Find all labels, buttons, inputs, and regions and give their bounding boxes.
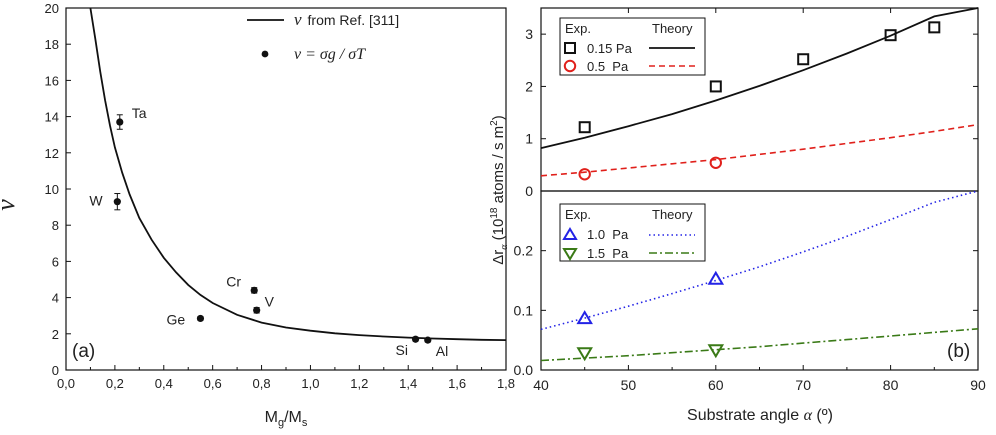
y-tick-label: 16: [45, 73, 59, 88]
x-tick-label: 0,0: [57, 376, 75, 391]
data-point-ta: [116, 118, 124, 126]
y-tick-label-top: 2: [525, 78, 533, 94]
x-tick-label: 40: [533, 377, 549, 393]
y-tick-label-top: 3: [525, 26, 533, 42]
legend-point-label: ν = σg / σT: [294, 46, 366, 63]
x-tick-label: 0,8: [253, 376, 271, 391]
y-tick-label: 2: [52, 327, 59, 342]
triangle-up-marker: [576, 310, 593, 325]
y-tick-label: 0: [52, 363, 59, 378]
top-legend-exp: Exp.: [565, 21, 591, 36]
data-point-si: [411, 335, 420, 343]
theory-curve: [89, 7, 507, 341]
y-tick-label: 4: [52, 291, 59, 306]
x-tick-label: 70: [795, 377, 811, 393]
y-tick-label: 14: [45, 110, 59, 125]
x-tick-label: 1,4: [399, 376, 417, 391]
x-tick-label: 1,2: [350, 376, 368, 391]
theory-line-dashdot: [540, 328, 979, 362]
point-label-al: Al: [436, 343, 448, 359]
panel-a-xlabel: Mg/Ms: [265, 409, 308, 429]
y-tick-label-bottom: 0.0: [514, 362, 534, 378]
panel-a-ylabel: ν: [0, 199, 20, 211]
panel-a-legend: ν from Ref. [311] ν = σg / σT: [247, 10, 399, 63]
point-label-ta: Ta: [132, 105, 147, 121]
bottom-legend-theory: Theory: [652, 207, 693, 222]
legend-series-015: 0.15 Pa: [587, 41, 633, 56]
square-marker: [928, 21, 941, 34]
square-marker: [709, 80, 722, 93]
panel-b-bottom-legend: Exp. Theory 1.0 Pa 1.5 Pa: [559, 203, 706, 262]
point-label-ge: Ge: [166, 311, 185, 327]
y-tick-label: 20: [45, 1, 59, 16]
panel-b: 40 50 60 70 80 90 0 1 2 3 0.0 0.1 0.2 Δrα (1018 atom…: [489, 7, 986, 424]
legend-triangle-up-marker: [562, 227, 578, 240]
legend-square-marker: [564, 42, 576, 54]
legend-series-10: 1.0 Pa: [587, 227, 629, 242]
top-legend-theory: Theory: [652, 21, 693, 36]
data-point-al: [424, 336, 432, 344]
y-tick-label: 18: [45, 37, 59, 52]
x-tick-label: 1,0: [301, 376, 319, 391]
x-tick-label: 60: [708, 377, 724, 393]
square-marker: [578, 121, 591, 134]
panel-a: 0,0 0,2 0,4 0,6 0,8 1,0 1,2 1,4 1,6 1,8 0 2 4 6 8 10 12 1…: [0, 1, 515, 429]
legend-line-label: ν from Ref. [311]: [294, 10, 399, 29]
triangle-up-marker: [707, 270, 725, 285]
y-tick-label-top: 0: [525, 183, 533, 199]
x-tick-label: 50: [621, 377, 637, 393]
square-marker: [884, 29, 897, 42]
legend-series-05: 0.5 Pa: [587, 59, 629, 74]
panel-b-label: (b): [947, 341, 970, 362]
y-tick-label: 6: [52, 254, 59, 269]
point-label-cr: Cr: [226, 273, 241, 289]
point-label-w: W: [89, 193, 103, 209]
x-tick-label: 0,2: [106, 376, 124, 391]
x-tick-label: 80: [883, 377, 899, 393]
x-tick-label: 0,4: [155, 376, 173, 391]
panel-a-plot-frame: [65, 7, 507, 371]
data-point-cr: [250, 286, 258, 294]
y-tick-label: 10: [45, 182, 59, 197]
legend-series-15: 1.5 Pa: [587, 246, 629, 261]
legend-triangle-down-marker: [562, 248, 578, 261]
bottom-legend-box: [559, 203, 706, 262]
circle-marker: [578, 168, 591, 181]
bottom-legend-exp: Exp.: [565, 207, 591, 222]
data-point-v: [253, 306, 261, 314]
y-tick-label-bottom: 0.2: [514, 243, 534, 259]
square-marker: [797, 53, 810, 66]
triangle-down-marker: [707, 344, 725, 359]
point-label-v: V: [265, 293, 275, 309]
y-tick-label-bottom: 0.1: [514, 302, 534, 318]
data-point-w: [113, 198, 121, 206]
circle-marker: [709, 156, 722, 169]
panel-b-top-legend: Exp. Theory 0.15 Pa 0.5 Pa: [559, 17, 706, 76]
panel-b-xlabel: Substrate angle α (º): [687, 407, 833, 424]
data-point-ge: [196, 314, 205, 323]
y-tick-label-top: 1: [525, 131, 533, 147]
point-label-si: Si: [396, 342, 408, 358]
y-tick-label: 12: [45, 146, 59, 161]
x-tick-label: 0,6: [204, 376, 222, 391]
legend-circle-marker: [563, 59, 577, 73]
x-tick-label: 1,6: [448, 376, 466, 391]
panel-a-label: (a): [72, 341, 95, 362]
y-tick-label: 8: [52, 218, 59, 233]
x-tick-label: 1,8: [497, 376, 515, 391]
panel-b-ylabel: Δrα (1018 atoms / s m2): [489, 115, 510, 265]
triangle-down-marker: [576, 347, 593, 362]
theory-line-dashed: [540, 123, 979, 177]
legend-point-marker: [261, 50, 269, 58]
theory-line-solid: [540, 7, 979, 149]
x-tick-label: 90: [970, 377, 986, 393]
